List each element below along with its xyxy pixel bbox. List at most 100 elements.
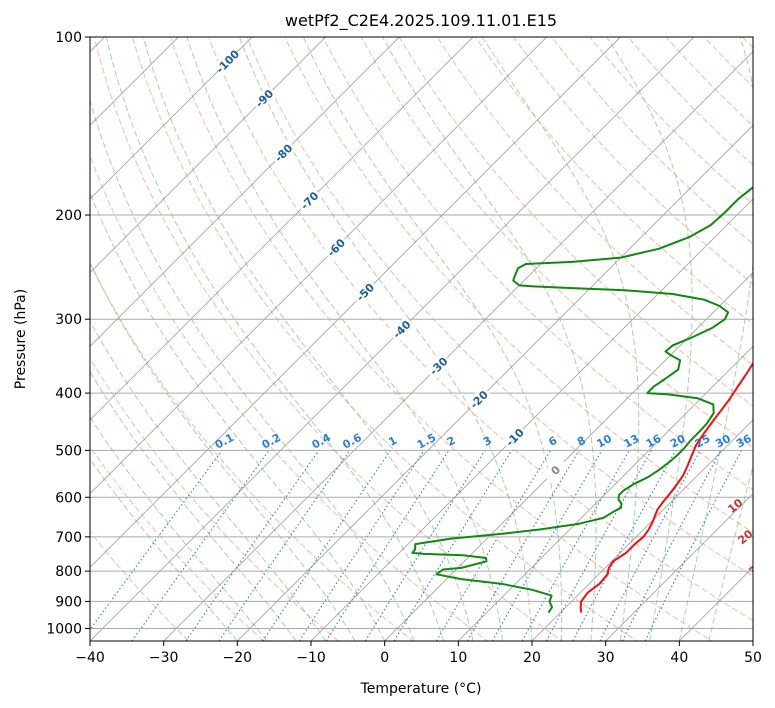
moist-adiabat bbox=[142, 37, 474, 641]
isotherm-line bbox=[310, 198, 753, 641]
y-tick-label: 300 bbox=[55, 312, 82, 328]
moist-adiabat bbox=[382, 37, 597, 641]
mixing-ratio-line bbox=[545, 450, 652, 641]
isotherm-label-bg bbox=[388, 315, 416, 343]
isotherm-line bbox=[90, 37, 621, 568]
dry-adiabat bbox=[90, 357, 340, 641]
mixing-ratio-line bbox=[90, 450, 223, 631]
y-tick-label: 700 bbox=[55, 530, 82, 546]
dry-adiabat bbox=[589, 37, 753, 205]
chart-title: wetPf2_C2E4.2025.109.11.01.E15 bbox=[285, 11, 557, 31]
mixing-ratio-line bbox=[572, 450, 676, 641]
isotherm-label-bg bbox=[351, 278, 379, 306]
isotherm-line bbox=[90, 37, 474, 421]
dry-adiabat bbox=[665, 37, 753, 127]
isotherm-label-bg bbox=[425, 352, 453, 380]
y-tick-label: 600 bbox=[55, 490, 82, 506]
x-tick-label: 20 bbox=[523, 650, 541, 666]
mixing-ratio-label: 25 bbox=[693, 432, 713, 451]
background-lines bbox=[90, 37, 753, 641]
dry-adiabat bbox=[551, 37, 753, 245]
isotherm-label-bg bbox=[465, 386, 493, 413]
moist-adiabat bbox=[90, 191, 386, 641]
isotherm-line bbox=[531, 419, 753, 641]
isotherm-line bbox=[163, 51, 753, 641]
y-tick-label: 500 bbox=[55, 443, 82, 459]
isotherm-line bbox=[458, 345, 753, 641]
x-tick-label: −10 bbox=[296, 650, 326, 666]
x-tick-label: −40 bbox=[75, 650, 105, 666]
dry-adiabat bbox=[170, 37, 713, 641]
plot-frame bbox=[89, 36, 754, 642]
pressure-grid bbox=[90, 37, 753, 629]
y-tick-label: 400 bbox=[55, 386, 82, 402]
x-tick-label: −20 bbox=[223, 650, 253, 666]
mixing-ratio-line bbox=[325, 450, 450, 641]
mixing-ratio-line bbox=[393, 450, 513, 641]
moist-adiabat bbox=[678, 37, 753, 641]
dry-adiabat bbox=[474, 37, 753, 325]
isotherm-line bbox=[90, 37, 400, 347]
dewpoint-profile bbox=[411, 186, 753, 614]
mixing-ratio-label: 30 bbox=[713, 432, 733, 451]
x-tick-label: 10 bbox=[449, 650, 467, 666]
isotherm-line bbox=[237, 124, 753, 641]
moist-adiabat bbox=[302, 37, 563, 641]
moist-adiabat bbox=[90, 261, 356, 641]
y-tick-label: 100 bbox=[55, 30, 82, 46]
y-tick-label: 900 bbox=[55, 594, 82, 610]
dry-adiabat bbox=[513, 37, 753, 285]
isotherm-line bbox=[90, 37, 253, 200]
mixing-ratio-line bbox=[218, 450, 351, 641]
isotherm-line bbox=[90, 37, 326, 274]
dry-adiabat-label: 30 bbox=[746, 558, 766, 578]
mixing-ratio-label: 16 bbox=[644, 432, 664, 451]
mixing-ratio-line bbox=[521, 450, 630, 641]
x-axis-title: Temperature (°C) bbox=[360, 681, 482, 697]
isotherm-label-bg bbox=[542, 456, 569, 484]
x-tick-label: 40 bbox=[670, 650, 688, 666]
isotherm-label-bg bbox=[322, 234, 350, 262]
isotherm-line bbox=[90, 37, 547, 495]
y-tick-label: 200 bbox=[55, 208, 82, 224]
y-axis-title: Pressure (hPa) bbox=[13, 289, 29, 389]
mixing-ratio-line bbox=[435, 450, 552, 641]
isotherm-label-bg bbox=[214, 48, 241, 75]
y-tick-label: 1000 bbox=[46, 621, 82, 637]
isotherm-label-bg bbox=[296, 187, 323, 214]
mixing-ratio-line bbox=[467, 450, 580, 641]
isotherm-label-bg bbox=[501, 423, 529, 451]
mixing-ratio-line bbox=[131, 450, 270, 641]
dry-adiabat bbox=[246, 37, 753, 577]
moist-adiabat bbox=[238, 37, 533, 641]
y-axis: 100 200 300 400 500 600 700 800 900 1000 bbox=[46, 30, 90, 637]
isotherm-line bbox=[90, 37, 695, 641]
sounding-profiles bbox=[411, 186, 753, 614]
moist-adiabat bbox=[481, 37, 640, 641]
mixing-ratio-label: 10 bbox=[594, 432, 614, 451]
isotherm-line bbox=[605, 493, 753, 641]
moist-adiabat bbox=[105, 37, 445, 641]
moist-adiabat bbox=[90, 416, 268, 641]
moist-adiabat bbox=[90, 458, 238, 641]
moist-adiabat bbox=[90, 370, 297, 641]
isotherm-label-bg bbox=[270, 139, 297, 167]
mixing-ratio-line bbox=[364, 450, 486, 641]
dry-adiabat bbox=[436, 37, 753, 366]
x-tick-label: 30 bbox=[597, 650, 615, 666]
mixing-ratio-label: 20 bbox=[668, 432, 688, 451]
dry-adiabat bbox=[322, 37, 753, 491]
mixing-ratio-line bbox=[491, 450, 603, 641]
dry-adiabat bbox=[284, 37, 753, 534]
y-tick-label: 800 bbox=[55, 564, 82, 580]
plot-background bbox=[90, 37, 753, 641]
x-axis: −40 −30 −20 −10 0 10 20 30 40 50 bbox=[75, 641, 762, 666]
temperature-profile bbox=[579, 361, 753, 613]
mixing-ratio-label: 13 bbox=[622, 432, 642, 451]
x-tick-label: 0 bbox=[380, 650, 389, 666]
isotherm-label-bg bbox=[250, 84, 278, 112]
mixing-ratio-label: 36 bbox=[734, 432, 754, 451]
dry-adiabat bbox=[90, 261, 414, 641]
x-tick-label: −30 bbox=[149, 650, 179, 666]
